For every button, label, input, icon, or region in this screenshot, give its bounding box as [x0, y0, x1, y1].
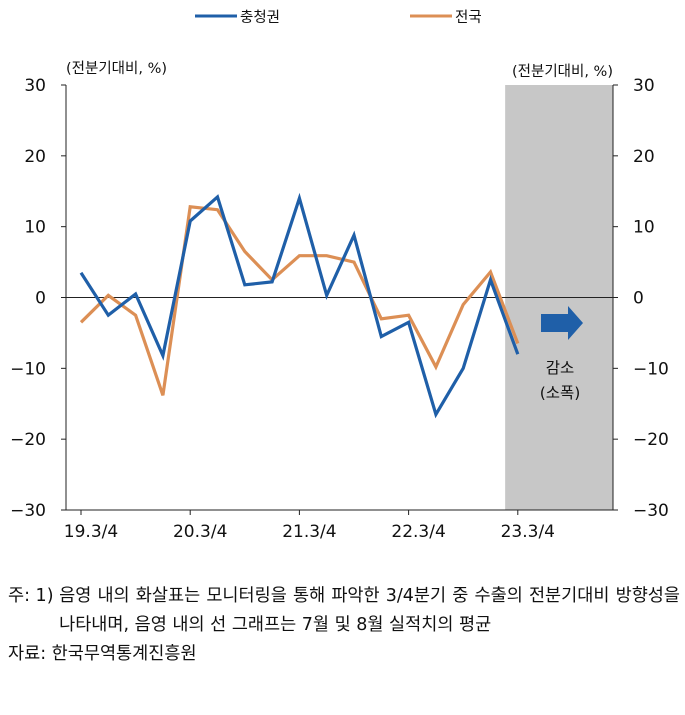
x-axis: 19.3/4 20.3/4 21.3/4 22.3/4 23.3/4	[64, 510, 555, 542]
annotation-line1: 감소	[546, 359, 575, 377]
right-y-tick-label: −30	[633, 501, 669, 521]
x-tick-label: 22.3/4	[391, 522, 445, 542]
left-y-tick-label: 20	[24, 147, 46, 167]
right-y-tick-label: 0	[633, 289, 644, 309]
note-1-text: 음영 내의 화살표는 모니터링을 통해 파악한 3/4분기 중 수출의 전분기대…	[59, 586, 680, 635]
series-line-national	[79, 205, 520, 396]
left-y-tick-label: −20	[10, 430, 46, 450]
annotation-line2: (소폭)	[540, 384, 581, 402]
x-tick-label: 19.3/4	[64, 522, 118, 542]
right-y-tick-label: 10	[633, 218, 655, 238]
x-tick-label: 23.3/4	[501, 522, 555, 542]
line-chart: 30 20 10 0 −10 −20 −30 30 20 10 0 −10 −20 −30 19.3/4…	[10, 9, 669, 542]
legend-label-chungcheong: 충청권	[240, 9, 280, 26]
left-y-tick-label: 30	[24, 76, 46, 96]
right-y-axis: 30 20 10 0 −10 −20 −30	[613, 76, 669, 521]
right-y-tick-label: 20	[633, 147, 655, 167]
right-arrow-icon	[541, 306, 583, 340]
right-y-tick-label: −10	[633, 359, 669, 379]
left-y-axis: 30 20 10 0 −10 −20 −30	[10, 76, 66, 521]
source-note: 자료: 한국무역통계진흥원	[8, 644, 197, 664]
legend: 충청권 전국	[195, 9, 482, 26]
left-y-tick-label: −30	[10, 501, 46, 521]
series-lines	[79, 192, 520, 419]
legend-label-national: 전국	[455, 9, 482, 26]
footnotes: 주: 1) 음영 내의 화살표는 모니터링을 통해 파악한 3/4분기 중 수출…	[8, 582, 680, 669]
right-y-tick-label: 30	[633, 76, 655, 96]
x-tick-label: 20.3/4	[173, 522, 227, 542]
left-y-tick-label: 10	[24, 218, 46, 238]
annotation: 감소 (소폭)	[540, 306, 583, 402]
right-axis-unit: (전분기대비, %)	[512, 63, 613, 80]
left-y-tick-label: 0	[35, 289, 46, 309]
note-1-tag: 주: 1)	[8, 586, 54, 606]
left-axis-unit: (전분기대비, %)	[66, 60, 167, 77]
x-tick-label: 21.3/4	[282, 522, 336, 542]
left-y-tick-label: −10	[10, 359, 46, 379]
right-y-tick-label: −20	[633, 430, 669, 450]
series-line-chungcheong	[79, 192, 520, 419]
note-1: 주: 1) 음영 내의 화살표는 모니터링을 통해 파악한 3/4분기 중 수출…	[8, 582, 680, 640]
